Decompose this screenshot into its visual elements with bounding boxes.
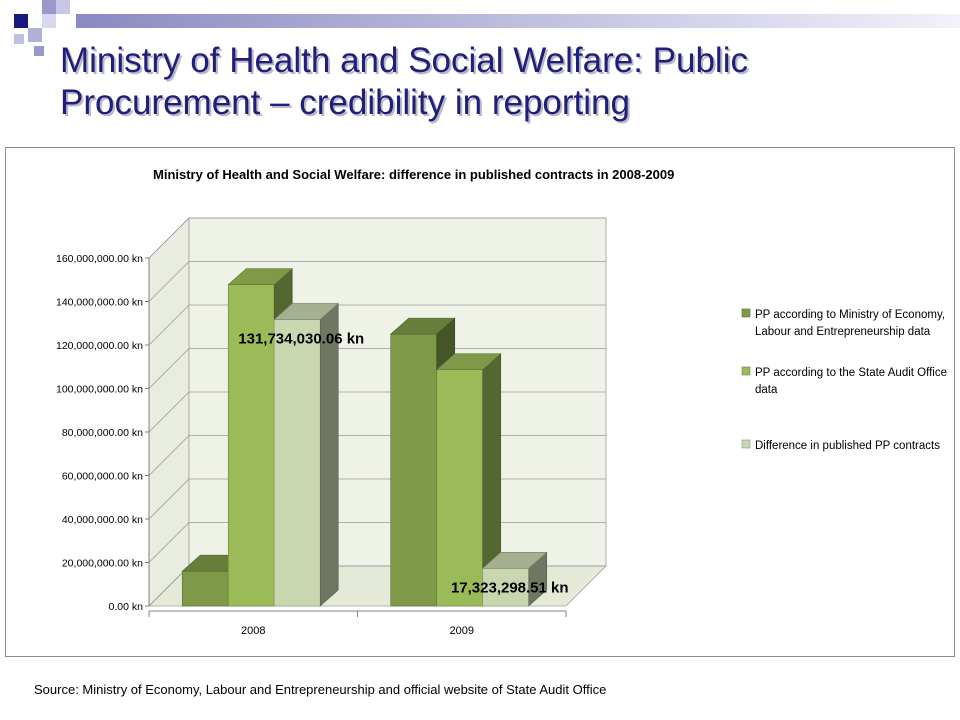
gridline <box>148 304 606 346</box>
bar-top <box>389 317 456 335</box>
bar-side <box>319 302 339 607</box>
y-tick-label: 20,000,000.00 kn <box>62 558 143 570</box>
y-tick-label: 60,000,000.00 kn <box>62 471 143 483</box>
legend-entry-line: PP according to the State Audit Office <box>755 367 947 379</box>
x-tick-label: 2008 <box>241 625 265 637</box>
deco-square-light <box>42 0 56 14</box>
y-tick-label: 40,000,000.00 kn <box>62 514 143 526</box>
chart-frame: 0.00 kn 20,000,000.00 kn 40,000,000.00 kn 6… <box>5 147 955 657</box>
bar-chart: 0.00 kn 20,000,000.00 kn 40,000,000.00 kn 6… <box>56 167 947 637</box>
y-tick-label: 80,000,000.00 kn <box>62 427 143 439</box>
legend-entry-line: PP according to Ministry of Economy, <box>755 309 945 321</box>
slide-title: Ministry of Health and Social Welfare: P… <box>60 41 748 122</box>
legend-entry-line: data <box>755 384 778 396</box>
bar-top <box>435 353 502 370</box>
y-tick-label: 160,000,000.00 kn <box>56 253 143 265</box>
gridline <box>148 348 606 389</box>
y-tick-label: 140,000,000.00 kn <box>56 297 143 309</box>
legend-entry: PP according to the State Audit Office da… <box>755 367 947 396</box>
y-tick-label: 100,000,000.00 kn <box>56 384 143 396</box>
source-note: Source: Ministry of Economy, Labour and … <box>34 682 607 697</box>
legend-swatch <box>741 308 751 318</box>
deco-square-light <box>42 14 56 28</box>
y-tick-label: 120,000,000.00 kn <box>56 340 143 352</box>
legend-entry: Difference in published PP contracts <box>755 440 940 452</box>
deco-square-light <box>56 0 70 14</box>
deco-square-light <box>34 46 44 56</box>
legend-entry-line: Difference in published PP contracts <box>755 440 940 452</box>
legend-swatch <box>741 366 751 376</box>
legend-entry-line: Labour and Entrepreneurship data <box>755 326 931 338</box>
bar <box>181 570 229 607</box>
deco-square-light <box>28 28 42 42</box>
deco-square-light <box>14 34 24 44</box>
bar-top <box>273 303 340 320</box>
legend-swatch <box>741 439 751 449</box>
data-label: 131,734,030.06 kn <box>238 330 364 347</box>
bar-top <box>227 268 294 285</box>
bar <box>482 568 530 607</box>
chart-title: Ministry of Health and Social Welfare: d… <box>153 167 674 182</box>
gridline <box>148 217 606 259</box>
bar-top <box>481 552 548 569</box>
bar <box>436 369 484 607</box>
bar <box>273 319 321 607</box>
header-decoration <box>14 0 960 56</box>
bar <box>227 284 275 607</box>
data-label: 17,323,298.51 kn <box>451 579 569 596</box>
deco-bar <box>76 14 960 28</box>
legend-entry: PP according to Ministry of Economy, Labo… <box>755 309 945 338</box>
y-tick-label: 0.00 kn <box>109 601 144 613</box>
gridline <box>148 261 606 302</box>
deco-square-dark <box>14 14 28 28</box>
bar <box>390 333 438 607</box>
x-tick-label: 2009 <box>450 625 474 637</box>
